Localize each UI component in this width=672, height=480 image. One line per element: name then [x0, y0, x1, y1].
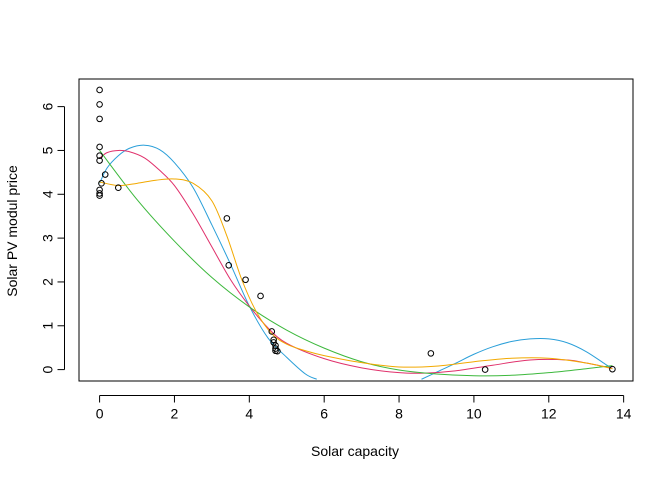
y-tick-label: 4 [40, 190, 56, 198]
data-points [96, 86, 616, 373]
y-tick-label: 2 [40, 278, 56, 286]
data-point [274, 347, 281, 355]
x-tick-label: 0 [96, 406, 104, 422]
data-point [96, 101, 103, 108]
y-axis: 0 1 2 3 4 5 6 [40, 103, 65, 374]
x-tick-label: 2 [171, 406, 179, 422]
data-point [96, 86, 103, 94]
data-point [96, 115, 103, 123]
x-tick-label: 6 [320, 406, 328, 422]
data-point [101, 171, 109, 178]
data-point [242, 276, 249, 284]
data-point [96, 190, 103, 197]
fit-curve [421, 338, 613, 380]
data-point [115, 184, 122, 192]
fit-curve [99, 144, 317, 380]
x-tick-label: 10 [466, 406, 482, 422]
x-tick-label: 8 [395, 406, 403, 422]
y-axis-title: Solar PV modul price [4, 165, 20, 297]
data-point [427, 350, 435, 357]
plot-box [78, 78, 634, 382]
fit-curve [99, 149, 613, 374]
data-point [96, 157, 103, 164]
data-point [257, 292, 264, 300]
y-tick-label: 5 [40, 146, 56, 154]
x-tick-label: 14 [616, 406, 632, 422]
x-tick-label: 4 [245, 406, 253, 422]
data-point [98, 180, 105, 187]
fit-curves [99, 144, 613, 380]
y-tick-label: 1 [40, 322, 56, 330]
data-point [225, 261, 233, 269]
y-tick-label: 6 [40, 103, 56, 111]
data-point [268, 328, 276, 335]
y-tick-label: 0 [40, 366, 56, 374]
x-axis-title: Solar capacity [311, 443, 399, 459]
data-point [96, 143, 103, 151]
data-point [481, 366, 489, 373]
data-point [270, 336, 277, 344]
fit-curve [99, 150, 613, 377]
data-point [96, 152, 103, 160]
x-tick-label: 12 [541, 406, 557, 422]
data-point [96, 192, 103, 199]
data-point [223, 215, 231, 222]
y-tick-label: 3 [40, 234, 56, 242]
fit-curve [99, 178, 613, 370]
data-point [609, 365, 616, 373]
x-axis: 0 2 4 6 8 10 12 14 [96, 395, 632, 422]
